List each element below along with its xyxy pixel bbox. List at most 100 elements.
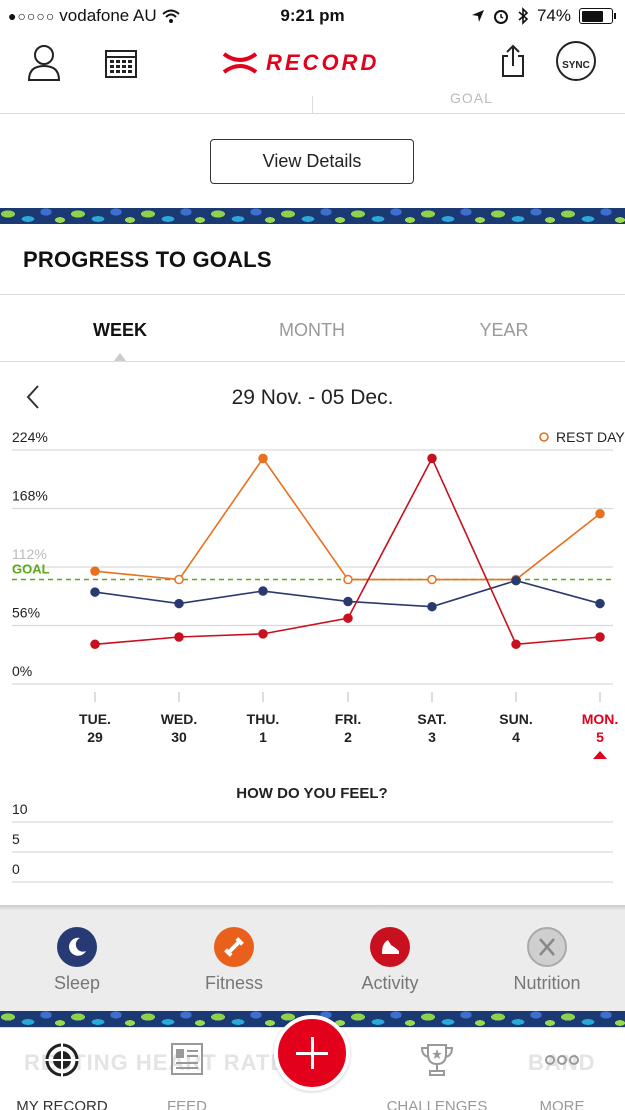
x-tick-date: 2 <box>344 729 352 745</box>
active-tab-indicator <box>114 353 126 361</box>
status-right: 74% <box>471 6 616 26</box>
tab-year[interactable]: YEAR <box>479 320 529 340</box>
data-point <box>90 639 100 650</box>
carrier-name: vodafone AU <box>59 6 157 25</box>
data-point <box>427 601 437 612</box>
more-dots-icon <box>545 1055 579 1065</box>
data-point <box>595 598 605 609</box>
category-label: Nutrition <box>513 973 581 993</box>
x-tick-day: THU. <box>247 711 280 727</box>
view-details-button[interactable]: View Details <box>210 139 414 184</box>
category-label: Activity <box>361 973 419 993</box>
legend-rest-day: REST DAY <box>556 429 625 445</box>
tab-challenges[interactable]: CHALLENGES <box>377 1042 497 1110</box>
x-tick-date: 4 <box>512 729 520 745</box>
share-icon[interactable] <box>500 44 526 78</box>
data-point <box>595 632 605 642</box>
carrier-area: ●○○○○ vodafone AU <box>8 6 181 26</box>
alarm-icon <box>493 10 508 24</box>
feel-tick-label: 0 <box>12 861 20 877</box>
tab-label: MORE <box>539 1098 585 1110</box>
wifi-icon <box>161 9 180 23</box>
location-icon <box>471 10 484 22</box>
x-tick-day: SAT. <box>417 711 446 727</box>
signal-icon: ●○○○○ <box>8 8 56 24</box>
date-range: 29 Nov. - 05 Dec. <box>231 386 394 409</box>
data-point <box>258 586 268 596</box>
data-point <box>343 596 353 607</box>
x-tick-date: 29 <box>87 729 103 745</box>
divider <box>0 294 625 295</box>
section-title: PROGRESS TO GOALS <box>23 247 272 272</box>
feel-title: HOW DO YOU FEEL? <box>236 785 387 802</box>
camo-band-top <box>0 208 625 224</box>
x-tick-day: TUE. <box>79 711 111 727</box>
tab-label: CHALLENGES <box>386 1098 488 1110</box>
battery-icon <box>579 8 616 24</box>
bluetooth-icon <box>518 7 529 25</box>
logo-text: RECORD <box>266 50 380 75</box>
data-point <box>258 629 268 639</box>
data-point <box>427 574 437 585</box>
tab-my-record[interactable]: MY RECORD <box>2 1042 122 1110</box>
add-record-button[interactable] <box>274 1015 350 1091</box>
previous-week-chevron-icon[interactable] <box>20 382 50 412</box>
tab-week[interactable]: WEEK <box>93 320 147 340</box>
category-activity[interactable]: Activity <box>335 927 445 994</box>
y-tick-label: 0% <box>12 663 32 679</box>
y-tick-label: 224% <box>12 429 48 445</box>
ghost-goal-label: GOAL <box>450 90 493 106</box>
x-tick-date: 3 <box>428 729 436 745</box>
y-tick-label: 56% <box>12 605 40 621</box>
profile-icon[interactable] <box>26 42 62 84</box>
data-point <box>174 632 184 642</box>
calendar-icon[interactable] <box>105 48 137 78</box>
tab-more[interactable]: MORE <box>502 1042 622 1110</box>
goal-label: GOAL <box>12 562 50 577</box>
x-tick-date: 1 <box>259 729 267 745</box>
divider-line <box>312 96 313 114</box>
x-tick-day: WED. <box>161 711 198 727</box>
category-sleep[interactable]: Sleep <box>22 927 132 994</box>
feel-tick-label: 5 <box>12 831 20 847</box>
app-header: RECORD SYNC <box>0 34 625 94</box>
moon-icon <box>57 927 97 967</box>
y-tick-label: 112% <box>12 546 47 562</box>
battery-percent: 74% <box>536 6 571 25</box>
data-point <box>90 587 100 597</box>
tab-feed[interactable]: FEED <box>127 1042 247 1110</box>
category-nutrition[interactable]: Nutrition <box>492 927 602 994</box>
data-point <box>595 508 605 519</box>
data-point <box>511 639 521 650</box>
trophy-icon <box>420 1044 454 1076</box>
sync-button[interactable]: SYNC <box>556 41 596 81</box>
status-time: 9:21 pm <box>280 6 345 25</box>
legend-marker <box>539 432 549 442</box>
data-point <box>174 574 184 585</box>
category-label: Sleep <box>53 973 101 993</box>
period-tabs: WEEK MONTH YEAR <box>0 296 625 362</box>
tab-label: MY RECORD <box>16 1098 108 1110</box>
y-tick-label: 168% <box>12 488 48 504</box>
x-tick-date: 5 <box>596 729 604 745</box>
status-bar: ●○○○○ vodafone AU 9:21 pm 74% <box>0 0 625 34</box>
ghost-band-label: BAND <box>528 1050 596 1075</box>
tab-label: FEED <box>166 1098 207 1110</box>
tab-month[interactable]: MONTH <box>279 320 345 340</box>
data-point <box>343 574 353 585</box>
data-point <box>90 566 100 576</box>
x-tick-date: 30 <box>171 729 187 745</box>
category-fitness[interactable]: Fitness <box>179 927 289 994</box>
utensils-icon <box>527 927 567 967</box>
selected-day-indicator <box>593 751 607 759</box>
previous-card-bottom: GOAL <box>0 90 625 114</box>
dumbbell-icon <box>214 927 254 967</box>
category-shortcuts: Sleep Fitness Activity Nutrition <box>0 911 625 1011</box>
battery-level <box>581 10 603 22</box>
x-tick-day: MON. <box>582 711 619 727</box>
record-dial-icon <box>45 1043 79 1077</box>
sync-label: SYNC <box>562 60 590 71</box>
shoe-icon <box>370 927 410 967</box>
x-tick-day: FRI. <box>335 711 361 727</box>
series-line <box>94 456 601 581</box>
